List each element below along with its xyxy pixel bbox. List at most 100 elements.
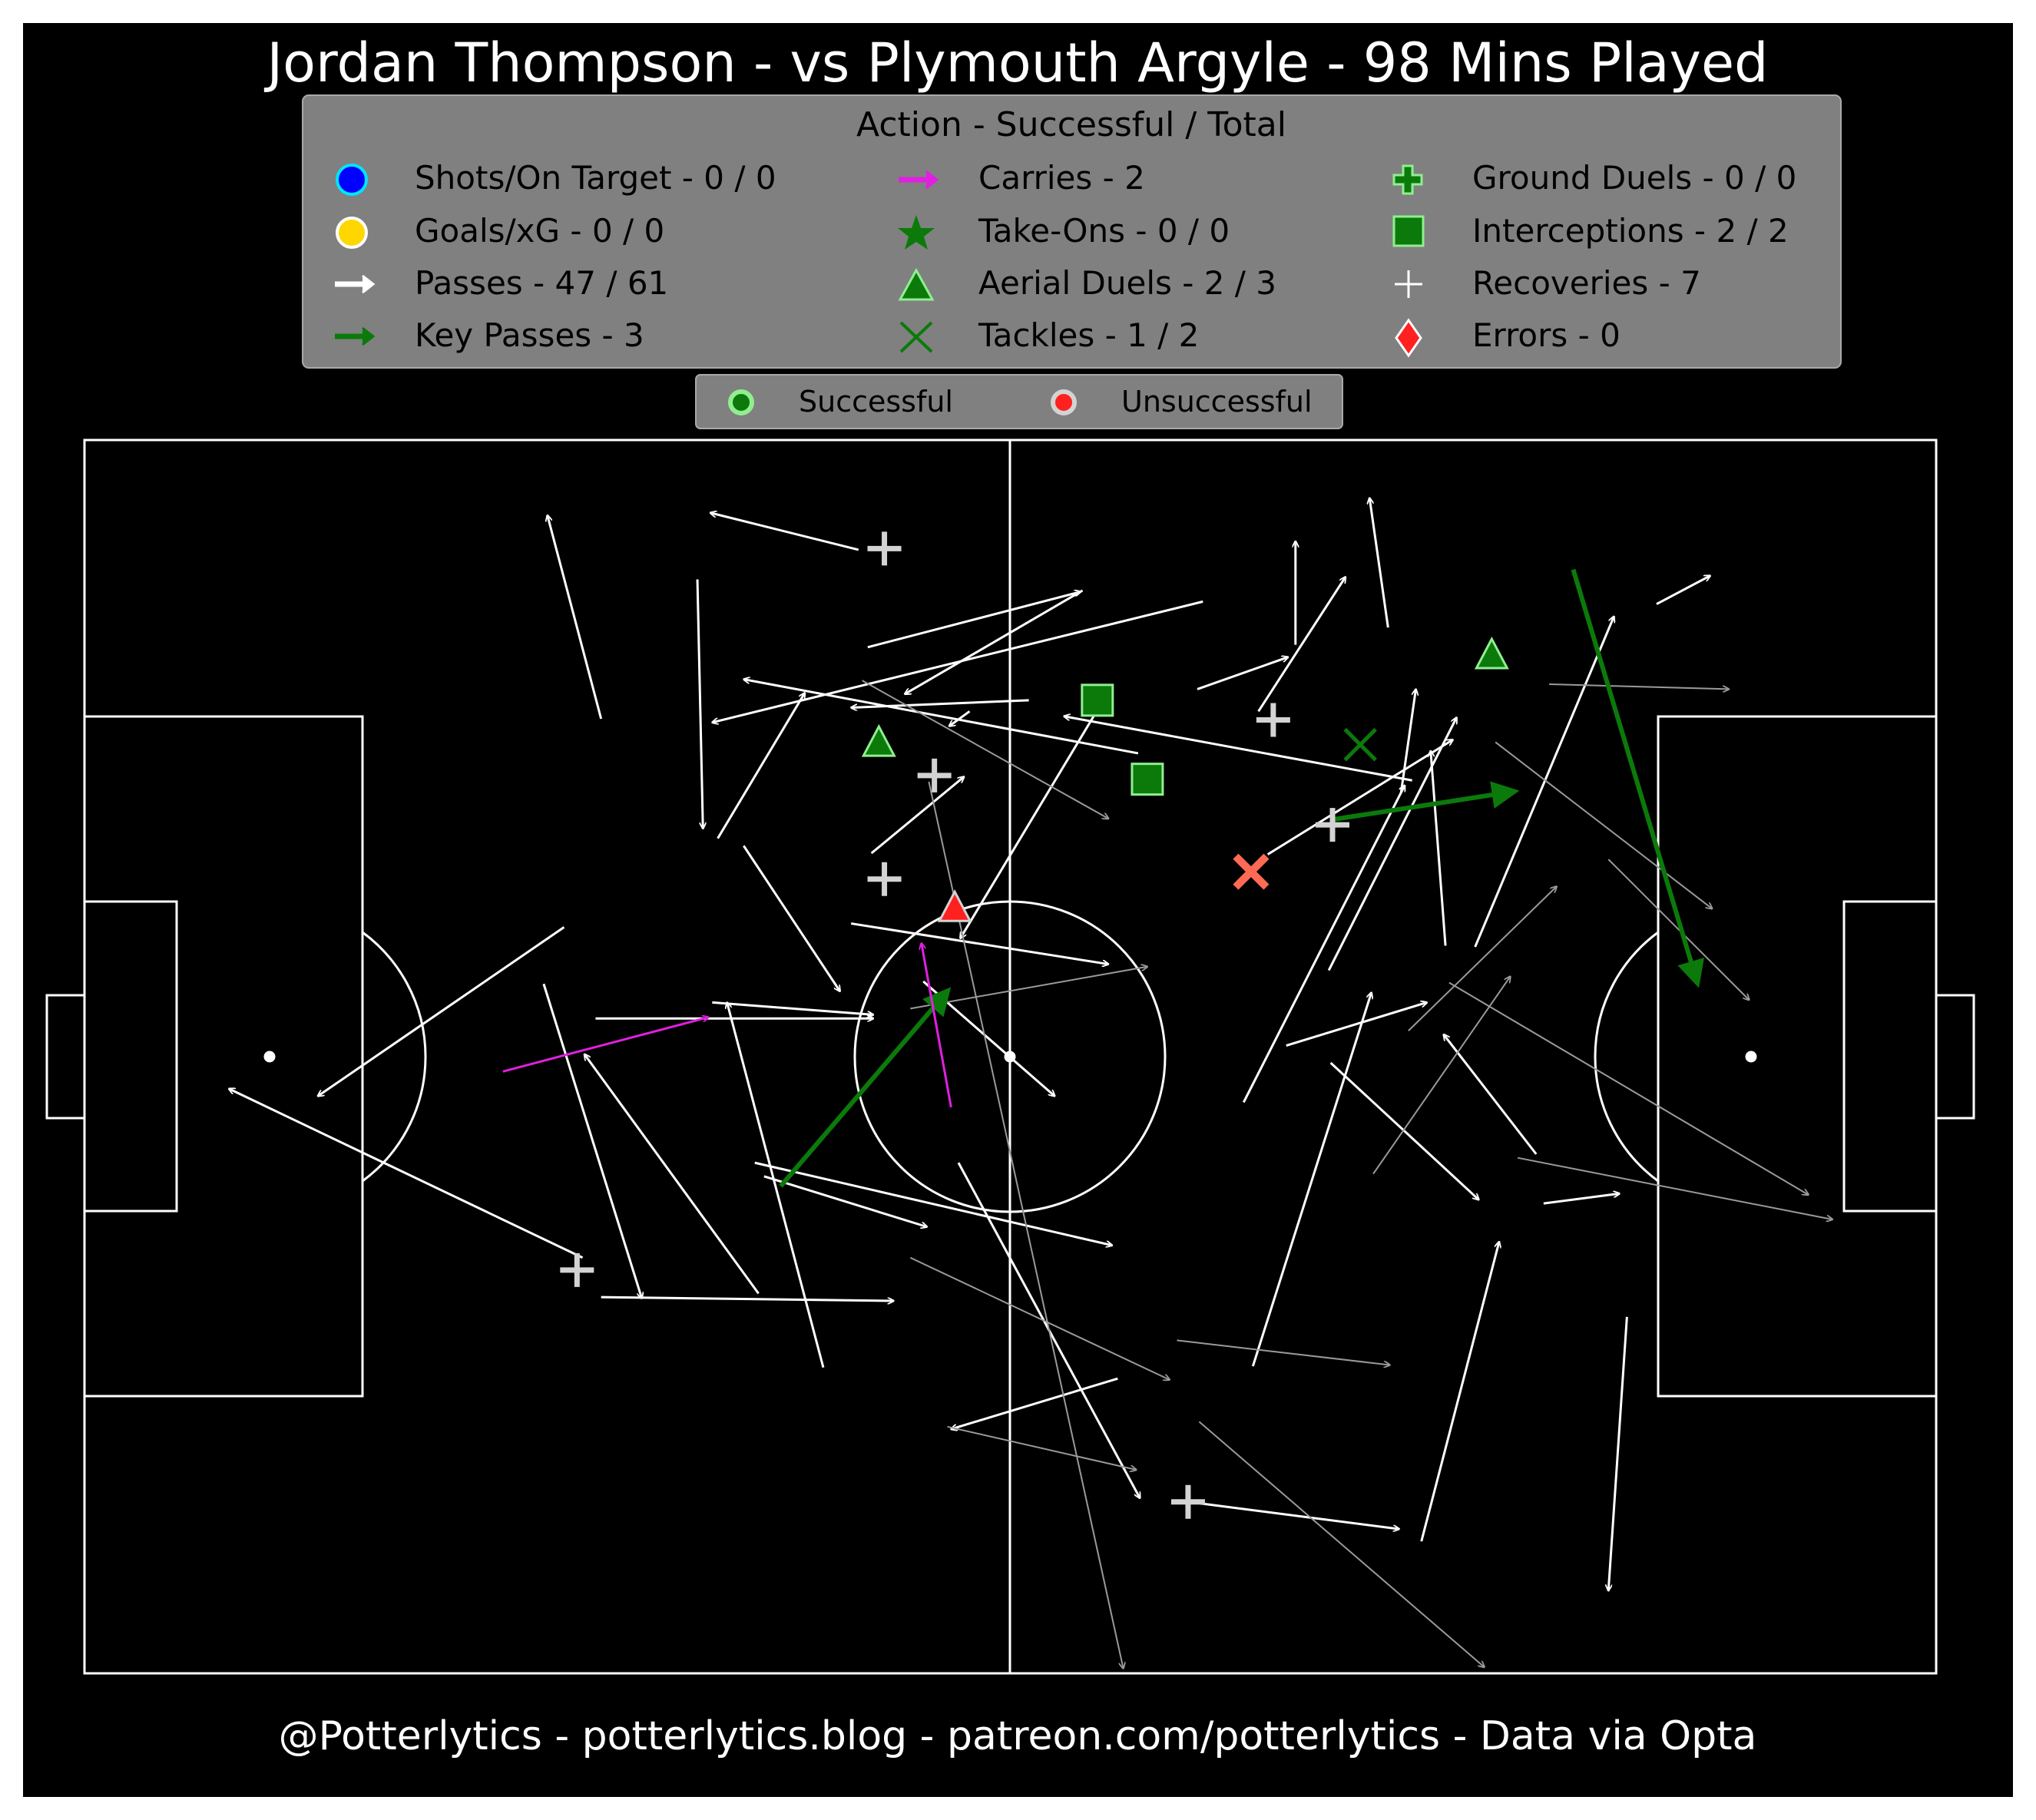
- right-goal: [1935, 994, 1975, 1120]
- pass-arrow: [318, 926, 565, 1096]
- interception-marker: [1081, 683, 1114, 717]
- pass-arrow-unsuccessful: [1448, 981, 1809, 1195]
- pass-arrow-unsuccessful: [1198, 1421, 1484, 1667]
- pass-arrow: [1327, 717, 1458, 971]
- ground-duel-plus-icon: [1392, 164, 1423, 195]
- recovery-marker: [560, 1252, 594, 1287]
- key-passes-layer: [779, 568, 1704, 1188]
- unsuccessful-label: Unsuccessful: [1121, 385, 1313, 419]
- pass-arrow: [712, 1001, 873, 1014]
- successful-dot-icon: [728, 389, 754, 415]
- pass-arrow-unsuccessful: [1372, 977, 1510, 1175]
- centre-circle: [853, 900, 1167, 1213]
- pass-arrow: [754, 1161, 1112, 1246]
- pass-arrow: [1444, 1034, 1538, 1155]
- left-penalty-arc: [362, 931, 427, 1183]
- interception-marker: [1131, 763, 1164, 796]
- pass-arrow: [1286, 1002, 1427, 1047]
- legend-label-interceptions: Interceptions - 2 / 2: [1472, 212, 1789, 250]
- recovery-marker: [867, 531, 902, 566]
- pass-arrow: [743, 845, 839, 991]
- aerial-duel-marker: [937, 889, 972, 922]
- legend-label-goals: Goals/xG - 0 / 0: [415, 212, 664, 250]
- pass-arrow: [548, 515, 603, 720]
- pass-arrow: [960, 715, 1095, 938]
- pass-arrow: [1251, 992, 1371, 1367]
- error-diamond-icon: [1395, 318, 1422, 358]
- key-pass-arrow: [1330, 781, 1520, 822]
- pass-arrow: [584, 1054, 760, 1295]
- pass-arrow-unsuccessful: [1408, 886, 1557, 1031]
- pass-arrow: [1399, 689, 1415, 793]
- recovery-marker: [1170, 1484, 1205, 1519]
- carries-layer: [502, 943, 952, 1108]
- recovery-marker: [917, 758, 952, 793]
- left-goal: [45, 994, 86, 1120]
- legend-label-aerial-duels: Aerial Duels - 2 / 3: [978, 264, 1276, 302]
- pass-arrow: [1656, 576, 1710, 605]
- legend-label-errors: Errors - 0: [1472, 316, 1621, 354]
- pass-arrow: [1608, 1316, 1628, 1591]
- pass-arrow: [542, 983, 642, 1299]
- footer-credits: @Potterlytics - potterlytics.blog - patr…: [279, 1713, 1757, 1759]
- pass-arrow: [1257, 577, 1346, 713]
- status-legend-box: [695, 374, 1343, 429]
- carry-arrow: [502, 1018, 709, 1073]
- take-on-star-icon: [898, 215, 935, 250]
- pass-arrow: [1064, 716, 1412, 782]
- pass-arrow-unsuccessful: [1177, 1339, 1389, 1365]
- key-pass-arrow: [1571, 568, 1704, 988]
- recovery-marker: [867, 862, 902, 896]
- key-pass-arrow-head: [362, 326, 376, 346]
- right-penalty-arc: [1594, 931, 1659, 1183]
- legend-label-key-passes: Key Passes - 3: [415, 316, 644, 354]
- pass-arrow: [743, 680, 1139, 755]
- pass-arrow: [867, 592, 1081, 649]
- pass-arrow: [1543, 1193, 1620, 1205]
- aerial-duel-marker: [1474, 636, 1509, 670]
- pass-arrow: [951, 1377, 1118, 1429]
- recovery-plus-icon: [1395, 270, 1422, 298]
- pass-arrow: [1369, 498, 1389, 628]
- interception-square-icon: [1392, 215, 1425, 247]
- pass-arrow: [229, 1089, 584, 1259]
- aerial-triangle-icon: [898, 267, 935, 301]
- pass-arrow: [851, 699, 1029, 708]
- status-legend: Successful Unsuccessful: [695, 374, 1343, 429]
- carry-arrow-head: [925, 170, 939, 190]
- legend-label-ground-duels: Ground Duels - 0 / 0: [1472, 159, 1796, 197]
- pass-arrow: [727, 1002, 825, 1368]
- recovery-marker: [1256, 703, 1290, 737]
- pass-arrow-unsuccessful: [862, 680, 1109, 819]
- pass-arrow: [1329, 1061, 1479, 1200]
- pass-arrow: [1197, 657, 1288, 690]
- pass-arrow: [1420, 1242, 1499, 1542]
- pass-arrow: [1431, 751, 1447, 946]
- aerial-duel-marker: [861, 723, 896, 757]
- pass-arrow: [696, 579, 703, 828]
- legend-label-passes: Passes - 47 / 61: [415, 264, 668, 302]
- pass-arrow: [1242, 786, 1406, 1104]
- pass-arrow: [763, 1175, 927, 1227]
- pass-arrow: [1266, 740, 1453, 855]
- pass-arrow: [949, 710, 971, 726]
- legend-label-tackles: Tackles - 1 / 2: [978, 316, 1199, 354]
- shot-circle-icon: [336, 164, 368, 196]
- successful-label: Successful: [799, 385, 953, 419]
- legend-label-take-ons: Take-Ons - 0 / 0: [978, 212, 1230, 250]
- pass-arrow: [870, 776, 965, 855]
- pass-arrow-unsuccessful: [1495, 741, 1712, 908]
- pass-arrow: [1178, 1499, 1399, 1529]
- pass-arrow: [850, 922, 1108, 965]
- pass-arrow: [710, 513, 859, 551]
- chart-title: Jordan Thompson - vs Plymouth Argyle - 9…: [264, 31, 1769, 94]
- pass-arrow: [1474, 617, 1614, 948]
- pass-arrow: [717, 693, 805, 839]
- legend-label-recoveries: Recoveries - 7: [1472, 264, 1701, 302]
- key-pass-arrow: [779, 987, 952, 1188]
- pass-arrow-unsuccessful: [1517, 1157, 1832, 1219]
- tackle-x-icon: [899, 321, 933, 353]
- action-legend: Action - Successful / Total Shots/On Tar…: [302, 94, 1842, 369]
- legend-label-shots: Shots/On Target - 0 / 0: [415, 159, 776, 197]
